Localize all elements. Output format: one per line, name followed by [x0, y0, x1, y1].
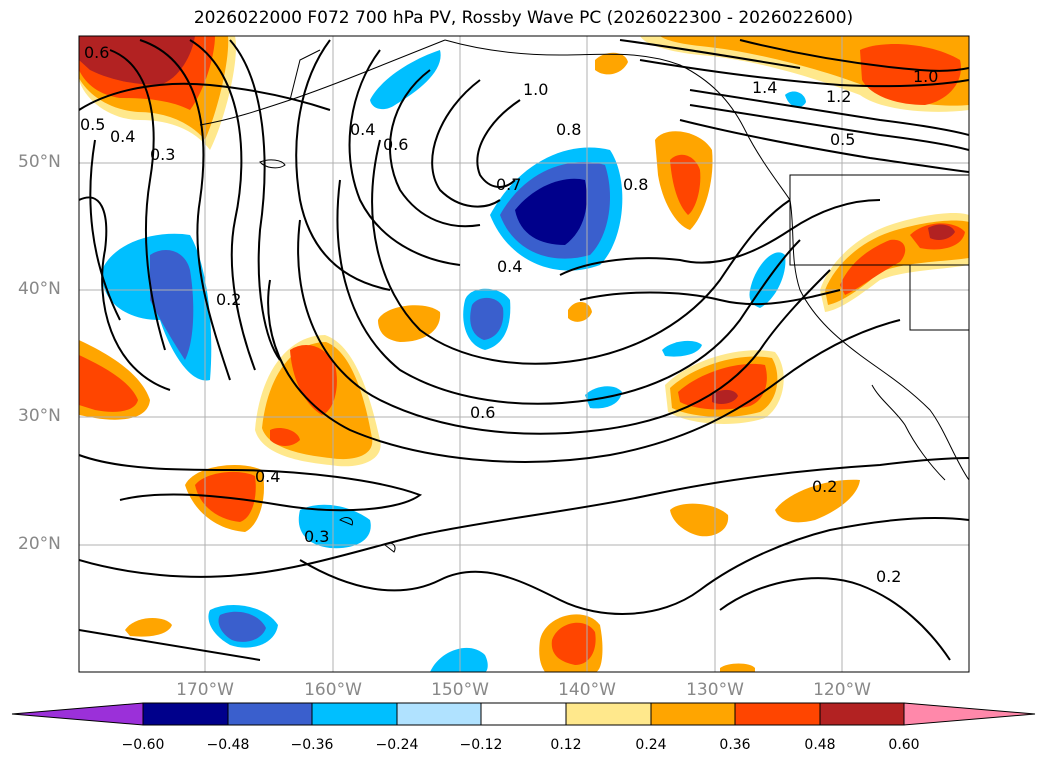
contour-label: 0.2 — [216, 290, 241, 309]
contour-label: 0.6 — [84, 43, 109, 62]
colorbar — [11, 702, 1036, 726]
contour-label: 0.4 — [497, 257, 522, 276]
gridlines — [79, 36, 969, 672]
lat-label: 50°N — [18, 152, 61, 172]
positive-anomaly-west-edge — [79, 340, 150, 420]
positive-anomaly-south-central — [539, 614, 603, 672]
pv-contours — [79, 39, 969, 661]
negative-anomaly-ne-pacific — [490, 147, 623, 271]
lon-label: 170°W — [176, 680, 234, 700]
contour-label: 0.4 — [255, 467, 280, 486]
negative-anomaly-bottom — [430, 647, 488, 672]
lon-label: 130°W — [686, 680, 744, 700]
lon-label: 120°W — [813, 680, 871, 700]
coastlines — [199, 39, 969, 553]
positive-anomaly-nw — [79, 36, 236, 150]
contour-label: 0.4 — [350, 120, 375, 139]
lat-label: 40°N — [18, 279, 61, 299]
contour-label: 0.7 — [496, 175, 521, 194]
contour-label: 0.2 — [876, 567, 901, 586]
positive-anomaly-subtropic — [185, 465, 265, 532]
contour-label: 1.0 — [913, 67, 938, 86]
positive-anomaly-interior — [820, 213, 969, 312]
positive-anomaly-central-west — [255, 335, 381, 467]
colorbar-tick: 0.36 — [719, 737, 751, 753]
contour-label: 0.3 — [304, 527, 329, 546]
plot-title: 2026022000 F072 700 hPa PV, Rossby Wave … — [193, 8, 854, 28]
contour-label: 0.6 — [470, 403, 495, 422]
contour-label-group: 0.6 0.5 0.4 0.3 0.2 0.4 0.6 1.0 0.8 0.7 … — [80, 43, 938, 586]
lon-label: 160°W — [304, 680, 362, 700]
contour-label: 0.5 — [830, 130, 855, 149]
negative-anomaly-west — [101, 233, 212, 381]
positive-anomaly-se2 — [775, 479, 860, 523]
contour-label: 0.2 — [812, 477, 837, 496]
colorbar-tick: −0.48 — [206, 737, 250, 753]
positive-anomaly-oregon — [655, 131, 713, 230]
lat-label: 20°N — [18, 534, 61, 554]
lat-label: 30°N — [18, 406, 61, 426]
positive-anomaly-east-pacific — [665, 350, 784, 424]
colorbar-bin — [227, 702, 313, 726]
colorbar-tick: −0.36 — [290, 737, 334, 753]
map-frame — [78, 35, 970, 673]
lon-label: 150°W — [431, 680, 489, 700]
colorbar-bin — [650, 702, 736, 726]
shaded-anomalies — [79, 36, 969, 672]
lon-label: 140°W — [558, 680, 616, 700]
colorbar-bin — [142, 702, 229, 726]
contour-label: 0.5 — [80, 115, 105, 134]
contour-label: 0.4 — [110, 127, 135, 146]
colorbar-bin — [480, 702, 567, 726]
positive-anomaly-se1 — [670, 503, 729, 537]
colorbar-bin — [311, 702, 398, 726]
colorbar-bin — [396, 702, 482, 726]
contour-label: 1.2 — [826, 87, 851, 106]
colorbar-bin — [734, 702, 821, 726]
contour-label: 0.8 — [556, 120, 581, 139]
contour-label: 0.3 — [150, 145, 175, 164]
colorbar-bin — [819, 702, 905, 726]
colorbar-tick: 0.60 — [888, 737, 920, 753]
colorbar-extend-min — [11, 702, 144, 726]
colorbar-tick: −0.24 — [375, 737, 419, 753]
colorbar-bin — [565, 702, 652, 726]
contour-label: 1.0 — [523, 80, 548, 99]
colorbar-tick: 0.48 — [804, 737, 836, 753]
colorbar-tick: −0.60 — [121, 737, 165, 753]
contour-label: 0.6 — [383, 135, 408, 154]
negative-anomaly-hawaii — [298, 504, 371, 549]
negative-anomaly-central — [463, 288, 511, 350]
colorbar-tick: 0.24 — [635, 737, 667, 753]
contour-label: 1.4 — [752, 78, 777, 97]
colorbar-tick: −0.12 — [459, 737, 503, 753]
colorbar-tick: 0.12 — [550, 737, 582, 753]
colorbar-extend-max — [903, 702, 1036, 726]
contour-label: 0.8 — [623, 175, 648, 194]
